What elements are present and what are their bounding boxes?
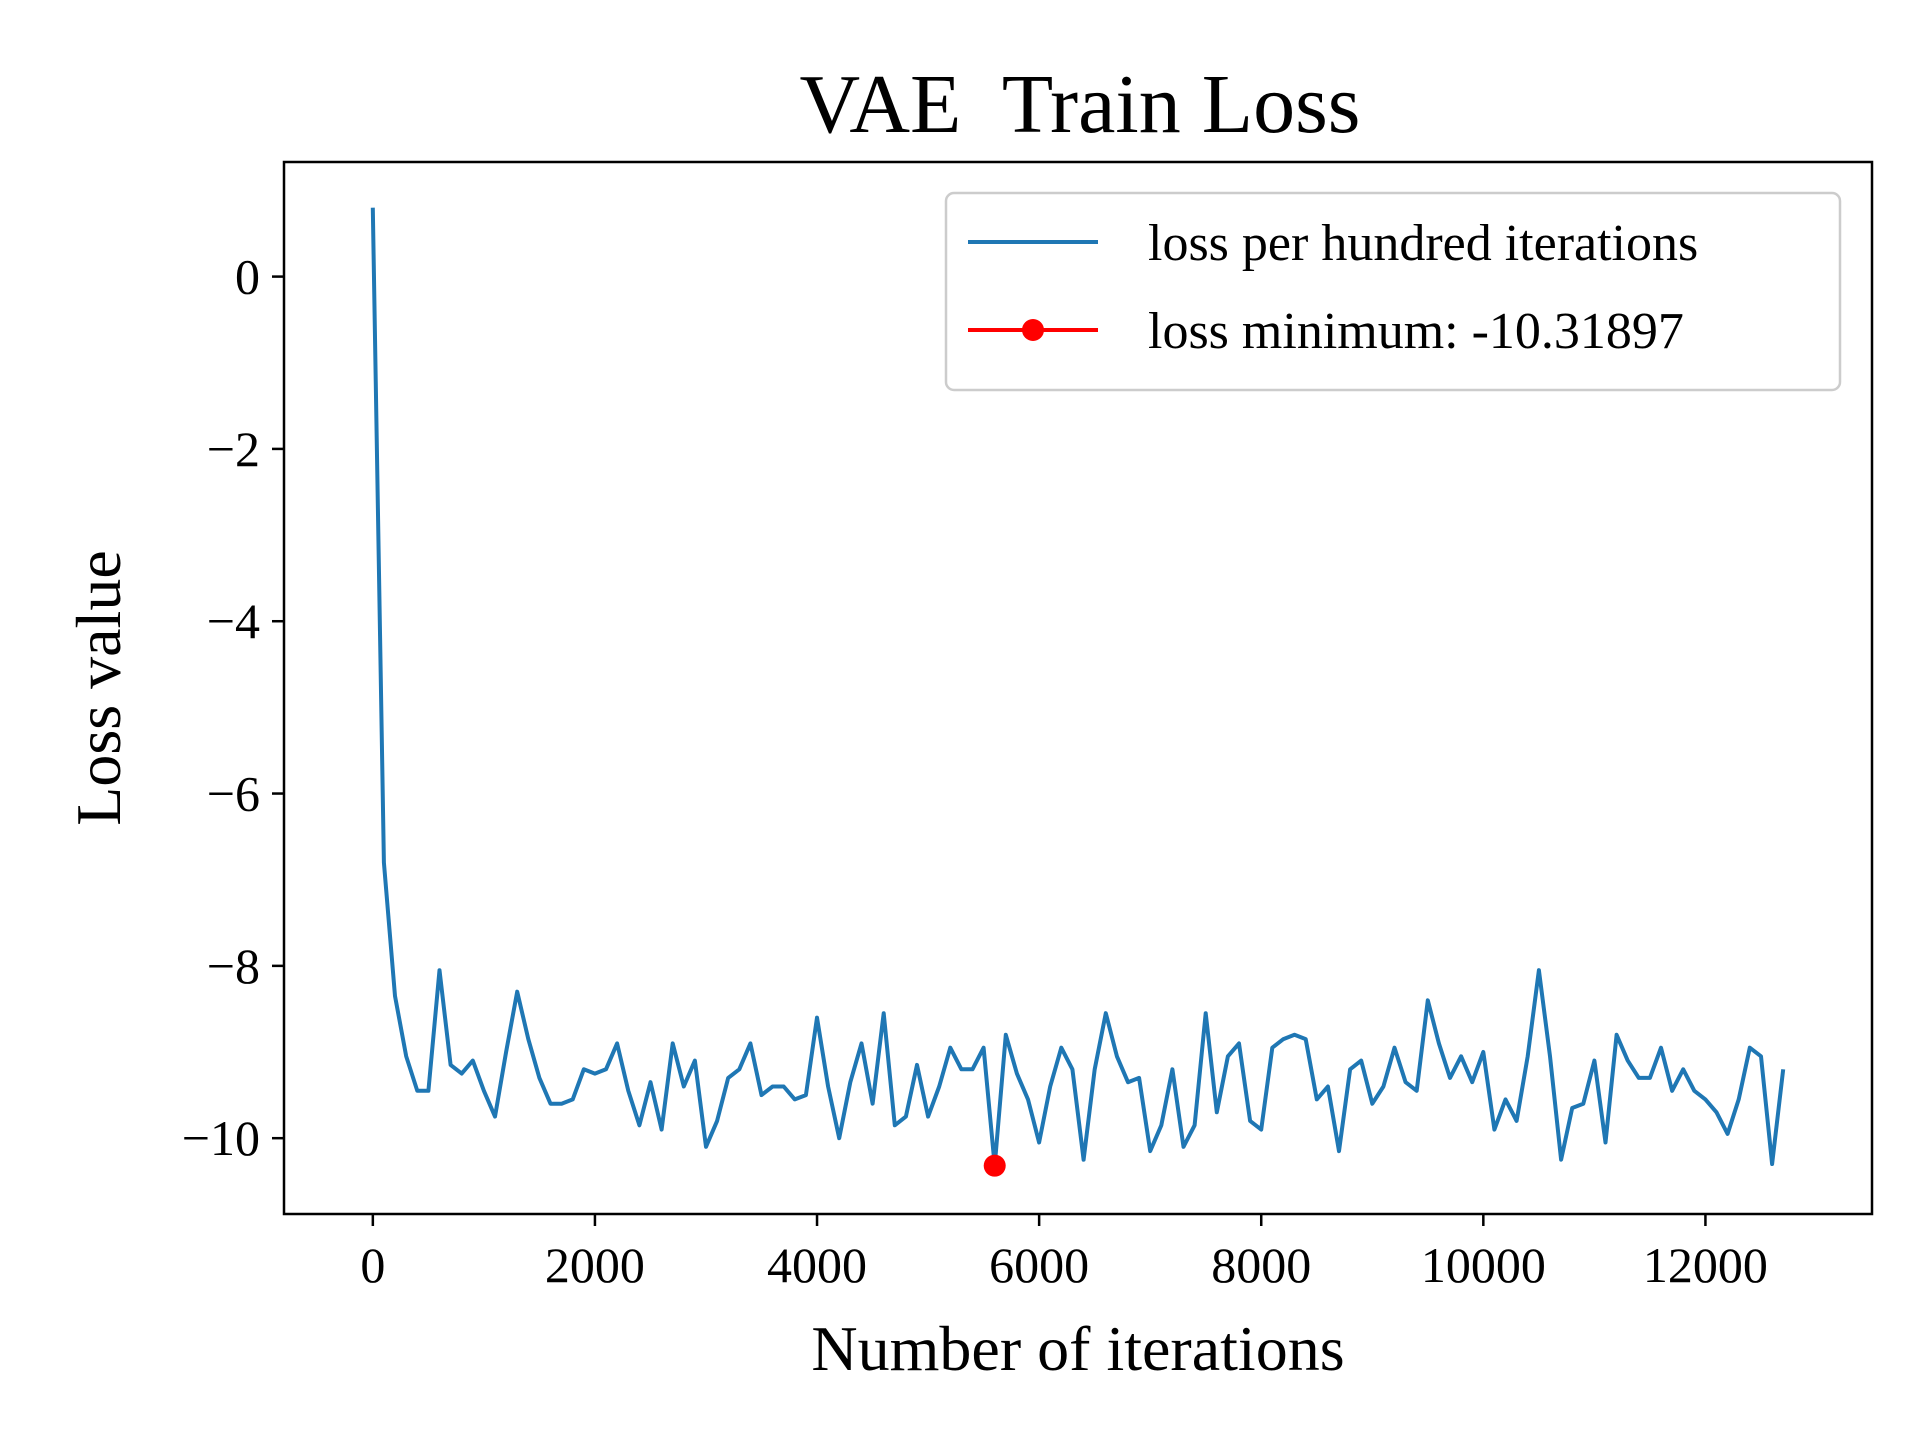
x-axis-ticks: 0 2000 4000 6000 8000 10000 12000 xyxy=(360,1214,1768,1293)
chart-title: VAE Train Loss xyxy=(800,58,1361,151)
y-tick-label: −4 xyxy=(207,593,260,649)
x-tick-label: 10000 xyxy=(1421,1237,1546,1293)
legend-label-loss: loss per hundred iterations xyxy=(1148,215,1698,272)
legend-label-minimum: loss minimum: -10.31897 xyxy=(1148,303,1684,360)
y-axis-ticks: 0 −2 −4 −6 −8 −10 xyxy=(182,249,284,1166)
legend-box xyxy=(944,191,1842,392)
y-axis-label: Loss value xyxy=(63,550,134,826)
y-tick-label: −10 xyxy=(182,1110,260,1166)
loss-minimum-point xyxy=(983,1154,1006,1177)
y-tick-label: 0 xyxy=(235,249,260,305)
loss-series-line xyxy=(370,207,1786,1168)
y-tick-label: −6 xyxy=(207,766,260,822)
plot-frame xyxy=(282,160,1874,1216)
legend-marker-minimum xyxy=(1022,319,1044,341)
x-tick-label: 0 xyxy=(360,1237,385,1293)
x-tick-label: 6000 xyxy=(989,1237,1089,1293)
legend: loss per hundred iterations loss minimum… xyxy=(944,191,1842,392)
y-tick-label: −2 xyxy=(207,421,260,477)
y-tick-label: −8 xyxy=(207,938,260,994)
x-tick-label: 2000 xyxy=(545,1237,645,1293)
x-axis-label: Number of iterations xyxy=(811,1313,1344,1384)
x-tick-label: 8000 xyxy=(1211,1237,1311,1293)
series-layer xyxy=(370,207,1786,1177)
x-tick-label: 12000 xyxy=(1643,1237,1768,1293)
x-tick-label: 4000 xyxy=(767,1237,867,1293)
